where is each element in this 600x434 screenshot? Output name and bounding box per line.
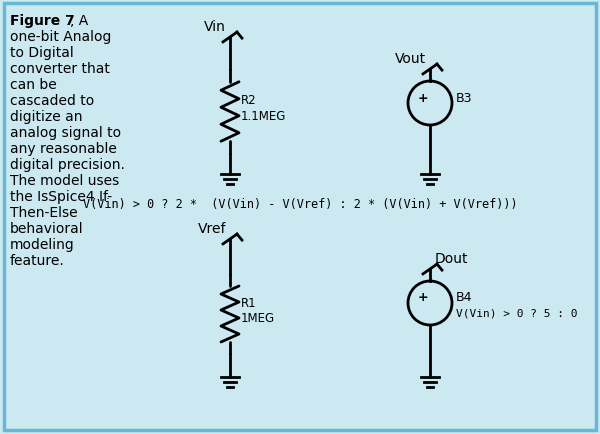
Text: Figure 7: Figure 7 (10, 14, 75, 28)
Text: any reasonable: any reasonable (10, 141, 117, 156)
Text: Vout: Vout (395, 52, 426, 66)
Text: +: + (418, 91, 428, 104)
Text: can be: can be (10, 78, 57, 92)
Text: Vref: Vref (197, 221, 226, 236)
Text: Dout: Dout (435, 251, 469, 265)
Text: digitize an: digitize an (10, 110, 83, 124)
Text: B3: B3 (456, 91, 473, 104)
Text: modeling: modeling (10, 237, 75, 251)
Text: R2
1.1MEG: R2 1.1MEG (241, 94, 286, 122)
Text: +: + (418, 291, 428, 304)
Text: R1
1MEG: R1 1MEG (241, 296, 275, 324)
Text: cascaded to: cascaded to (10, 94, 94, 108)
FancyBboxPatch shape (4, 4, 596, 430)
Text: The model uses: The model uses (10, 174, 119, 187)
Text: Vin: Vin (204, 20, 226, 34)
Text: V(Vin) > 0 ? 5 : 0: V(Vin) > 0 ? 5 : 0 (456, 308, 577, 318)
Text: to Digital: to Digital (10, 46, 74, 60)
Text: B4: B4 (456, 291, 473, 304)
Text: V(Vin) > 0 ? 2 *  (V(Vin) - V(Vref) : 2 * (V(Vin) + V(Vref))): V(Vin) > 0 ? 2 * (V(Vin) - V(Vref) : 2 *… (83, 198, 517, 211)
Text: feature.: feature. (10, 253, 65, 267)
Text: converter that: converter that (10, 62, 110, 76)
Text: Then-Else: Then-Else (10, 206, 77, 220)
Text: , A: , A (70, 14, 88, 28)
Text: digital precision.: digital precision. (10, 158, 125, 171)
Text: the IsSpice4 If-: the IsSpice4 If- (10, 190, 112, 204)
Text: one-bit Analog: one-bit Analog (10, 30, 112, 44)
Text: behavioral: behavioral (10, 221, 83, 236)
Text: analog signal to: analog signal to (10, 126, 121, 140)
